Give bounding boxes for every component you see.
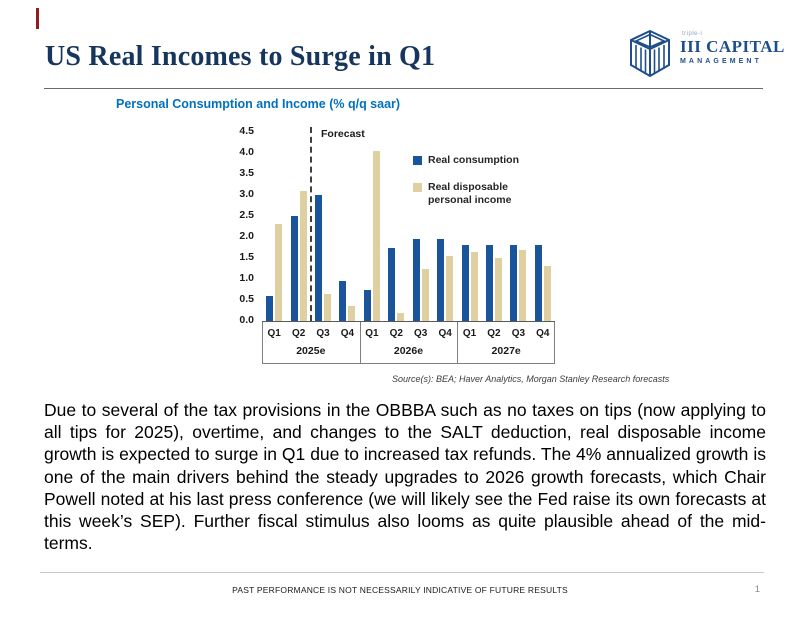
y-axis-tick-label: 4.5 [239, 125, 254, 137]
chart-legend: Real consumption Real disposable persona… [413, 154, 553, 221]
legend-item-real-consumption: Real consumption [413, 154, 553, 168]
y-axis-tick-label: 0.0 [239, 314, 254, 326]
y-axis-tick-label: 4.0 [239, 146, 254, 158]
bar-real-consumption [266, 295, 274, 321]
body-paragraph: Due to several of the tax provisions in … [44, 400, 766, 554]
chart-source: Source(s): BEA; Haver Analytics, Morgan … [392, 374, 670, 384]
y-axis-tick-label: 3.5 [239, 167, 254, 179]
year-group-separator [457, 322, 459, 364]
bar-real-consumption [485, 245, 493, 321]
legend-label: Real disposable personal income [428, 180, 512, 207]
forecast-dashed-line [309, 127, 312, 321]
bar-real-consumption [315, 195, 323, 321]
y-axis-tick-label: 2.5 [239, 209, 254, 221]
bar-real-disposable-personal-income [397, 312, 405, 321]
quarter-label: Q1 [267, 328, 281, 339]
quarter-label: Q1 [462, 328, 477, 339]
bar-real-consumption [534, 245, 542, 321]
bar-real-consumption [461, 245, 469, 321]
quarter-label: Q4 [438, 328, 452, 339]
bar-real-disposable-personal-income [519, 249, 527, 321]
bar-real-consumption [363, 289, 371, 321]
footer-divider [40, 572, 764, 573]
bar-real-consumption [290, 216, 298, 321]
logo-name: III CAPITAL [680, 37, 785, 56]
company-logo: triple-i III CAPITAL MANAGEMENT [626, 26, 784, 80]
quarter-label: Q3 [414, 328, 428, 339]
quarter-label: Q2 [487, 328, 501, 339]
quarter-label: Q2 [389, 328, 403, 339]
bar-real-disposable-personal-income [372, 150, 380, 321]
page-number: 1 [754, 584, 760, 595]
bar-real-disposable-personal-income [543, 266, 551, 321]
x-axis-category-box [262, 322, 555, 364]
y-axis-tick-label: 2.0 [239, 230, 254, 242]
bar-real-disposable-personal-income [324, 293, 332, 321]
bar-real-disposable-personal-income [446, 255, 454, 321]
quarter-label: Q4 [536, 328, 550, 339]
bar-real-consumption [412, 239, 420, 321]
logo-tagline: triple-i [682, 31, 703, 37]
bar-real-disposable-personal-income [299, 190, 307, 321]
legend-swatch-real-consumption [413, 156, 422, 165]
quarter-label: Q2 [291, 328, 306, 339]
footer-disclaimer: PAST PERFORMANCE IS NOT NECESSARILY INDI… [232, 585, 568, 595]
year-label: 2026e [393, 345, 424, 357]
bar-real-consumption [510, 245, 518, 321]
logo-subname: MANAGEMENT [680, 58, 762, 65]
bar-real-consumption [437, 239, 445, 321]
quarter-label: Q3 [511, 328, 526, 339]
bar-real-disposable-personal-income [348, 306, 356, 321]
y-axis-tick-label: 3.0 [239, 188, 254, 200]
forecast-label: Forecast [321, 128, 365, 140]
legend-item-real-disposable-income: Real disposable personal income [413, 181, 553, 208]
year-group-separator [359, 322, 361, 364]
bar-real-disposable-personal-income [470, 251, 478, 321]
bar-real-disposable-personal-income [421, 268, 429, 321]
cube-logo-icon [630, 29, 670, 78]
quarter-label: Q3 [316, 328, 330, 339]
chart-title: Personal Consumption and Income (% q/q s… [116, 97, 401, 111]
bar-real-disposable-personal-income [494, 258, 502, 321]
page-title: US Real Incomes to Surge in Q1 [45, 41, 436, 72]
bar-real-disposable-personal-income [275, 224, 283, 321]
year-label: 2027e [491, 345, 521, 357]
legend-swatch-real-disposable-income [413, 182, 422, 192]
logo-text: triple-i III CAPITAL MANAGEMENT [680, 31, 785, 65]
quarter-label: Q1 [365, 328, 379, 339]
y-axis-tick-label: 1.5 [239, 251, 254, 263]
title-divider [44, 88, 763, 89]
legend-label: Real consumption [428, 154, 520, 166]
year-label: 2025e [296, 345, 326, 357]
x-axis-line [262, 321, 555, 322]
bar-real-consumption [339, 281, 347, 321]
y-axis-tick-label: 0.5 [239, 293, 254, 305]
quarter-label: Q4 [340, 328, 355, 339]
accent-dash [36, 8, 39, 29]
bar-real-consumption [388, 247, 396, 321]
y-axis-tick-label: 1.0 [239, 272, 254, 284]
